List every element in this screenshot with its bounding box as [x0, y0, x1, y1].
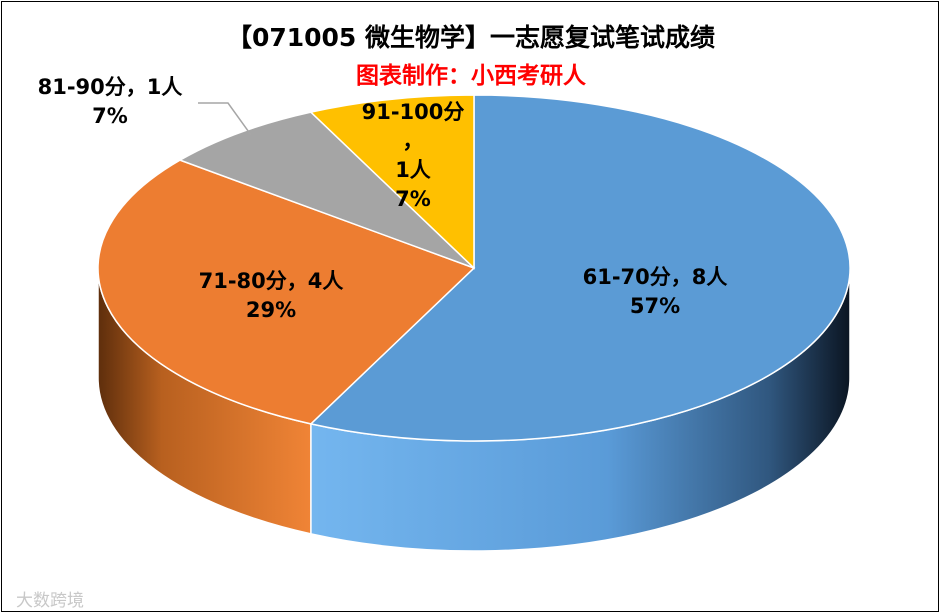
- data-label-61-70: 61-70分，8人 57%: [582, 265, 728, 318]
- chart-subtitle: 图表制作：小西考研人: [356, 63, 586, 89]
- leader-line-81-90: [198, 102, 252, 136]
- pie-slice-71-80分: [97, 159, 476, 425]
- data-label-71-80: 71-80分，4人 29%: [198, 269, 344, 322]
- data-label-81-90: 81-90分，1人 7%: [37, 75, 183, 128]
- chart-title: 【071005 微生物学】一志愿复试笔试成绩: [226, 23, 716, 52]
- pie-slice-61-70分: [309, 94, 851, 442]
- watermark: 大数跨境: [16, 591, 84, 611]
- data-label-91-100: 91-100分 ， 1人 7%: [361, 100, 465, 211]
- pie-slice-91-100分: [309, 94, 475, 270]
- pie-slice-81-90分: [178, 111, 475, 269]
